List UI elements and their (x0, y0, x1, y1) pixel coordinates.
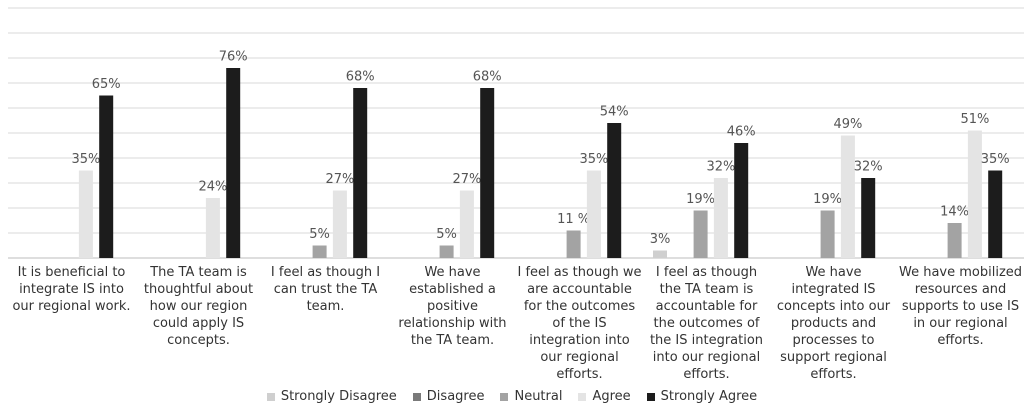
bar (332, 190, 347, 258)
bar (861, 178, 876, 258)
data-label: 19% (686, 192, 715, 207)
bar (947, 223, 962, 258)
legend-item: Disagree (412, 389, 485, 404)
bar (353, 88, 368, 258)
legend-swatch (646, 392, 655, 401)
bar (226, 68, 241, 258)
bar (480, 88, 495, 258)
data-label: 51% (960, 112, 989, 127)
bar (459, 190, 474, 258)
legend-label: Strongly Agree (660, 389, 758, 404)
data-label: 49% (833, 117, 862, 132)
data-label: 54% (600, 105, 629, 120)
bar (734, 143, 749, 258)
data-label: 32% (706, 160, 735, 175)
data-label: 5% (436, 227, 457, 242)
legend-swatch (266, 392, 275, 401)
data-label: 3% (650, 232, 671, 247)
data-label: 68% (346, 70, 375, 85)
x-tick-label: We have integrated IS concepts into our … (776, 265, 891, 382)
legend-swatch (412, 392, 421, 401)
legend-swatch (578, 392, 587, 401)
bar (607, 123, 622, 258)
legend-swatch (500, 392, 509, 401)
x-tick-label: I feel as though the TA team is accounta… (649, 265, 764, 382)
bar (713, 178, 728, 258)
bar (693, 210, 708, 258)
bar (967, 130, 982, 258)
legend-item: Agree (578, 389, 631, 404)
data-label: 14% (940, 205, 969, 220)
bar (439, 245, 454, 258)
legend-label: Agree (592, 389, 631, 404)
x-tick-label: I feel as though I can trust the TA team… (270, 265, 381, 314)
x-tick-label: We have mobilized resources and supports… (898, 265, 1023, 348)
data-label: 27% (452, 172, 481, 187)
bar (840, 135, 855, 258)
bar (205, 198, 220, 258)
data-label: 46% (727, 125, 756, 140)
legend-item: Strongly Disagree (266, 389, 397, 404)
data-label: 11 % (557, 212, 590, 227)
data-label: 5% (309, 227, 330, 242)
legend-item: Neutral (500, 389, 562, 404)
bar (99, 95, 114, 258)
data-label: 35% (579, 152, 608, 167)
x-tick-label: I feel as though we are accountable for … (517, 265, 642, 382)
data-label: 27% (325, 172, 354, 187)
bar (820, 210, 835, 258)
legend-label: Disagree (426, 389, 485, 404)
bar (566, 230, 581, 258)
legend: Strongly Disagree Disagree Neutral Agree Str… (0, 389, 1024, 404)
data-label: 32% (854, 160, 883, 175)
data-label: 35% (981, 152, 1010, 167)
data-label: 35% (71, 152, 100, 167)
bar (586, 170, 601, 258)
bar (653, 250, 667, 258)
x-tick-label: We have established a positive relations… (398, 265, 507, 348)
data-label: 68% (473, 70, 502, 85)
legend-label: Neutral (514, 389, 563, 404)
legend-label: Strongly Disagree (280, 389, 397, 404)
data-label: 65% (92, 77, 121, 92)
x-tick-label: The TA team is thoughtful about how our … (143, 265, 254, 348)
x-tick-label: It is beneficial to integrate IS into ou… (12, 265, 131, 314)
bar (988, 170, 1003, 258)
legend-item: Strongly Agree (646, 389, 758, 404)
bar (78, 170, 93, 258)
data-label: 24% (198, 180, 227, 195)
bar (312, 245, 327, 258)
data-label: 19% (813, 192, 842, 207)
data-label: 76% (219, 50, 248, 65)
